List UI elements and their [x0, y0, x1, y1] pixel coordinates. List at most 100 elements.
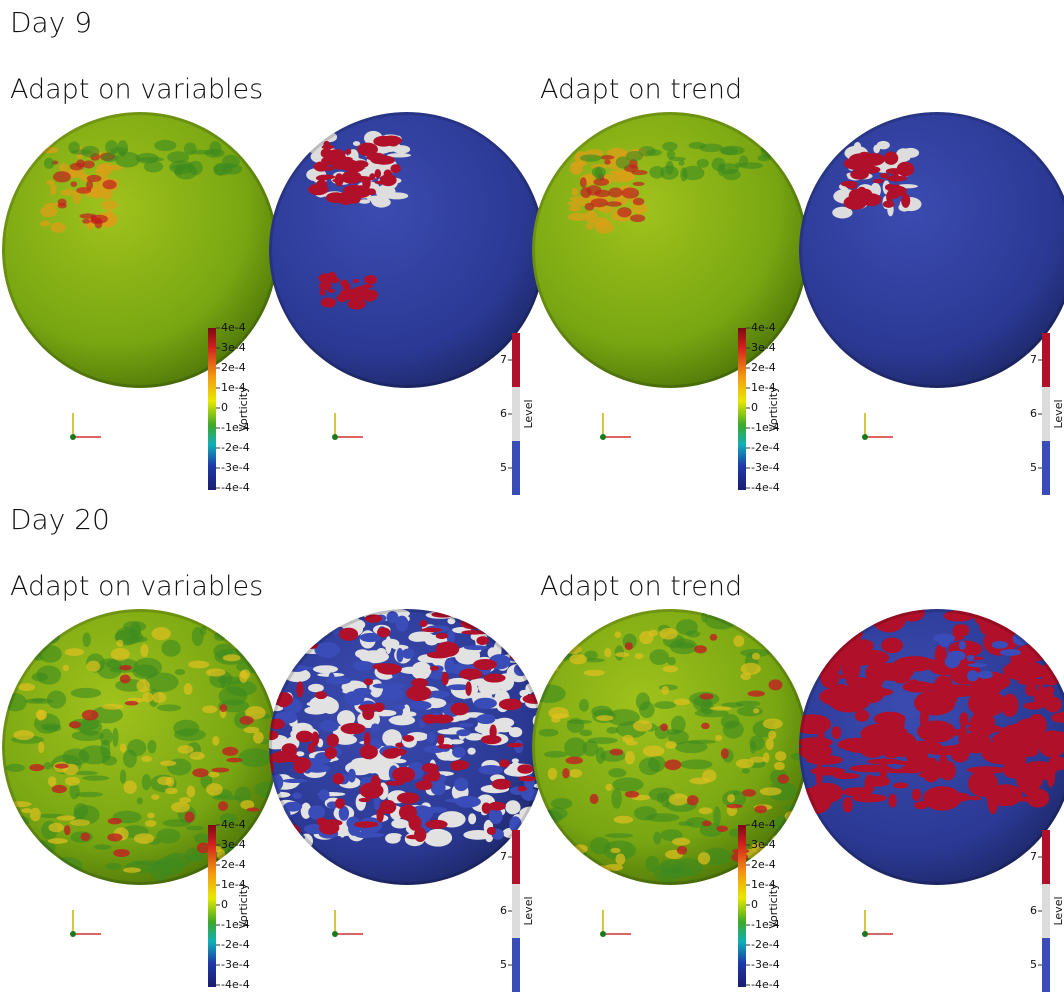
patch [774, 751, 787, 762]
patch [831, 726, 842, 740]
patch [1059, 628, 1064, 644]
patch [318, 789, 330, 801]
patch [822, 617, 834, 630]
patch [465, 681, 472, 696]
patch [629, 214, 646, 223]
patch [73, 770, 98, 776]
patch [799, 636, 820, 663]
patch [514, 644, 540, 656]
patch [13, 730, 35, 741]
colorbar-tick-label: 5 [500, 461, 507, 474]
patch [594, 189, 611, 198]
patch [568, 205, 582, 212]
colorbar-tick-label: -2e-4 [221, 441, 250, 454]
patch [959, 712, 969, 727]
colorbar-tick-label: 3e-4 [751, 838, 776, 851]
colorbar-tick-label: 7 [500, 353, 507, 366]
colorbar-tick-label: -1e-4 [221, 421, 250, 434]
patch [751, 652, 760, 660]
colorbar-tick-label: 6 [500, 904, 507, 917]
patch [900, 167, 907, 177]
patch [511, 758, 519, 763]
colorbar-tick-label: -3e-4 [221, 958, 250, 971]
patch [86, 174, 102, 182]
patch [434, 693, 442, 698]
colorbar-tick-label: -1e-4 [751, 421, 780, 434]
colorbar-tick-label: -4e-4 [751, 481, 780, 494]
patch [604, 159, 611, 165]
patch [345, 174, 353, 182]
level-blue [512, 938, 520, 992]
patch [767, 781, 798, 801]
patch [783, 804, 808, 812]
patch [80, 145, 100, 158]
patch [991, 640, 1009, 649]
patch [354, 831, 375, 839]
patch [307, 743, 316, 754]
patch [340, 288, 356, 297]
patch [101, 200, 118, 210]
patch [713, 806, 721, 827]
patch [672, 837, 691, 846]
patch [376, 760, 389, 778]
patch [523, 633, 536, 639]
patch [290, 638, 310, 643]
patch [31, 672, 48, 682]
patch [304, 764, 331, 773]
patch [727, 793, 735, 803]
patch [352, 278, 359, 284]
patch [854, 709, 870, 722]
patch [584, 202, 595, 211]
patch [56, 815, 76, 821]
patch [383, 169, 393, 178]
patch [473, 658, 498, 671]
patch [914, 801, 928, 810]
patch [735, 758, 754, 769]
patch [358, 199, 371, 204]
patch [740, 662, 761, 675]
patch [625, 740, 638, 746]
patch [699, 143, 724, 153]
patch [441, 671, 449, 686]
patch [596, 715, 614, 721]
patch [392, 766, 416, 783]
patch [343, 691, 365, 706]
patch [494, 725, 514, 733]
patch [799, 682, 803, 694]
axis-icon [600, 931, 606, 937]
patch [1046, 764, 1056, 788]
patch [538, 728, 559, 737]
patch [967, 770, 999, 797]
colorbar-tick-label: 2e-4 [751, 858, 776, 871]
patch [611, 171, 633, 183]
patch [70, 687, 102, 699]
patch [352, 141, 361, 146]
patch [710, 706, 732, 711]
patch [167, 151, 190, 164]
patch [393, 704, 406, 710]
patch [531, 659, 545, 671]
patch [100, 162, 113, 176]
patch [569, 654, 588, 665]
patch [522, 612, 545, 625]
patch [113, 848, 130, 858]
patch [694, 645, 707, 654]
patch [219, 704, 228, 713]
patch [136, 679, 150, 693]
patch [481, 802, 491, 814]
patch [450, 762, 462, 771]
patch [119, 665, 132, 671]
patch [190, 149, 215, 155]
patch [476, 713, 496, 725]
colorbar-tick-label: 3e-4 [221, 838, 246, 851]
patch [702, 769, 717, 783]
patch [208, 771, 220, 778]
patch [107, 817, 122, 825]
patch [667, 657, 676, 666]
patch [123, 867, 141, 873]
patch [334, 173, 344, 187]
patch [333, 734, 358, 745]
patch [553, 856, 570, 863]
patch [776, 637, 783, 649]
patch [446, 630, 455, 645]
